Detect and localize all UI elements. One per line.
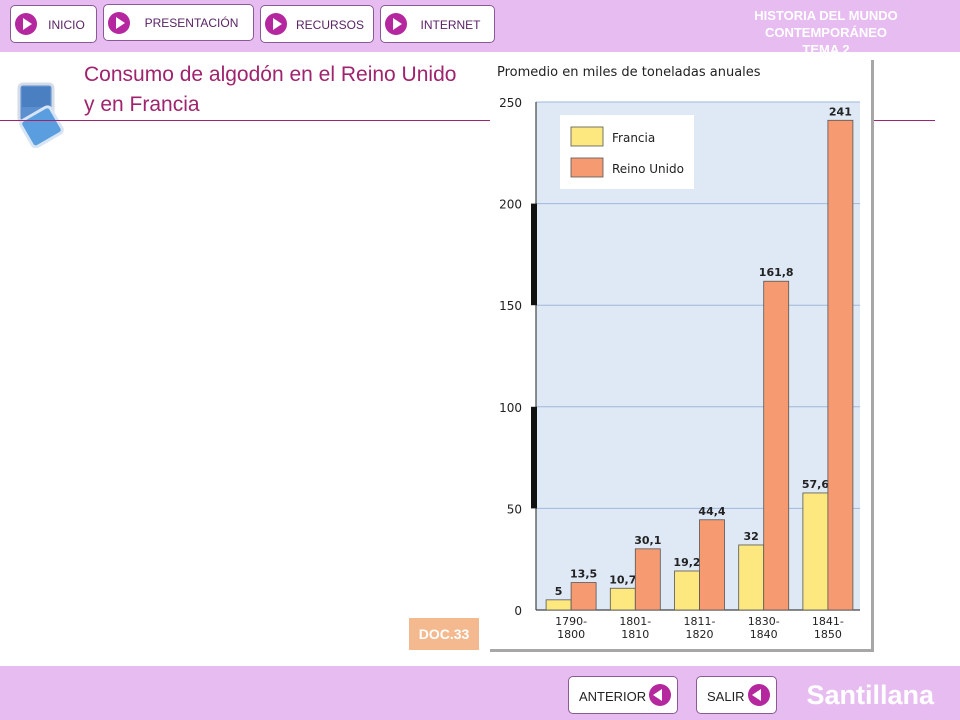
chart-panel: Promedio en miles de toneladas anuales 0… — [490, 60, 874, 652]
legend-label-francia: Francia — [612, 131, 655, 145]
data-label: 44,4 — [698, 505, 725, 518]
x-tick-label: 1800 — [557, 628, 585, 641]
recursos-button[interactable]: RECURSOS — [260, 5, 374, 43]
publisher-logo: Santillana — [806, 680, 934, 710]
data-label: 57,6 — [802, 478, 829, 491]
data-label: 241 — [829, 105, 852, 118]
data-label: 13,5 — [570, 568, 597, 581]
x-tick-label: 1801- — [619, 615, 651, 628]
play-arrow-icon — [265, 13, 287, 35]
presentacion-label: PRESENTACIÓN — [144, 16, 239, 30]
presentacion-button[interactable]: PRESENTACIÓN — [103, 4, 254, 41]
legend-swatch-reino-unido — [570, 157, 604, 178]
legend-label-reino-unido: Reino Unido — [612, 162, 684, 176]
bar-reino-unido — [570, 582, 597, 611]
course-name: HISTORIA DEL MUNDO CONTEMPORÁNEO — [754, 8, 898, 40]
data-label: 30,1 — [634, 534, 661, 547]
x-tick-label: 1840 — [750, 628, 778, 641]
x-tick-label: 1841- — [812, 615, 844, 628]
back-arrow-icon — [649, 684, 671, 706]
play-arrow-icon — [385, 13, 407, 35]
title-divider — [0, 120, 935, 121]
bar-francia — [674, 570, 700, 611]
bar-reino-unido — [634, 548, 661, 611]
y-tick-label: 150 — [499, 299, 522, 313]
anterior-button[interactable]: ANTERIOR — [568, 676, 678, 714]
y-tick-label: 200 — [499, 198, 522, 212]
bottom-bar — [0, 666, 960, 720]
salir-label: SALIR — [707, 689, 745, 704]
x-tick-label: 1850 — [814, 628, 842, 641]
recursos-label: RECURSOS — [295, 18, 364, 32]
bar-francia — [738, 544, 765, 611]
y-axis-scale-marker — [531, 203, 537, 306]
x-tick-label: 1790- — [555, 615, 587, 628]
legend-box — [560, 115, 694, 189]
bar-francia — [609, 587, 636, 611]
inicio-button[interactable]: INICIO — [10, 5, 97, 43]
chart-title: Promedio en miles de toneladas anuales — [497, 65, 761, 80]
play-arrow-icon — [15, 13, 37, 35]
course-title: HISTORIA DEL MUNDO CONTEMPORÁNEO TEMA 2 — [706, 7, 946, 58]
data-label: 32 — [744, 530, 759, 543]
y-tick-label: 50 — [507, 502, 522, 516]
play-arrow-icon — [108, 12, 130, 34]
x-tick-label: 1811- — [684, 615, 716, 628]
data-label: 10,7 — [609, 573, 636, 586]
back-arrow-icon — [748, 684, 770, 706]
x-tick-label: 1810 — [621, 628, 649, 641]
data-label: 161,8 — [759, 266, 794, 279]
course-unit: TEMA 2 — [802, 42, 850, 57]
doc-badge: DOC.33 — [409, 618, 479, 650]
document-icon — [17, 82, 64, 148]
y-tick-label: 250 — [499, 96, 522, 110]
y-tick-label: 0 — [514, 604, 522, 618]
salir-button[interactable]: SALIR — [696, 676, 777, 714]
legend-swatch-francia — [570, 126, 604, 147]
bar-reino-unido — [763, 280, 790, 611]
bar-francia — [802, 492, 829, 611]
data-label: 19,2 — [673, 556, 700, 569]
internet-button[interactable]: INTERNET — [380, 5, 495, 43]
x-tick-label: 1830- — [748, 615, 780, 628]
bar-reino-unido — [827, 119, 854, 611]
y-tick-label: 100 — [499, 401, 522, 415]
data-label: 5 — [555, 585, 563, 598]
chart-legend: Francia Reino Unido — [560, 115, 694, 189]
bar-reino-unido — [699, 519, 725, 611]
y-axis-scale-marker — [531, 406, 537, 509]
bar-chart: Promedio en miles de toneladas anuales 0… — [497, 65, 860, 641]
anterior-label: ANTERIOR — [579, 689, 647, 704]
internet-label: INTERNET — [420, 18, 481, 32]
x-tick-label: 1820 — [686, 628, 714, 641]
bar-francia — [545, 599, 572, 611]
inicio-label: INICIO — [48, 18, 85, 32]
page-title: Consumo de algodón en el Reino Unido y e… — [84, 63, 457, 116]
